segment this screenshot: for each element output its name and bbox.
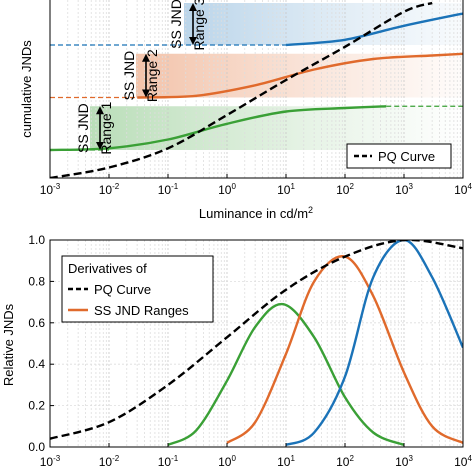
x-tick-base: 10 <box>395 183 409 197</box>
x-tick-label: 100 <box>218 182 236 197</box>
x-tick-label: 10-1 <box>158 454 179 469</box>
x-tick-base: 10 <box>99 455 113 469</box>
x-tick-label: 103 <box>395 454 413 469</box>
x-tick-base: 10 <box>40 455 54 469</box>
annotation-label: SS JND <box>168 0 184 49</box>
band-orange <box>136 53 463 98</box>
x-tick-exponent: 3 <box>408 182 413 191</box>
x-tick-label: 10-3 <box>40 454 61 469</box>
x-tick-label: 102 <box>336 454 354 469</box>
range-arrow-head-down <box>142 89 150 98</box>
range-arrow-head-down <box>189 37 197 45</box>
y-tick-label: 0.6 <box>28 316 45 330</box>
x-tick-label: 10-3 <box>40 182 61 197</box>
x-tick-label: 10-2 <box>99 182 120 197</box>
y-tick-label: 0.8 <box>28 274 45 288</box>
range-arrow-head-down <box>96 142 104 150</box>
x-tick-base: 10 <box>158 455 172 469</box>
x-tick-exponent: 2 <box>349 182 354 191</box>
x-tick-base: 10 <box>218 455 232 469</box>
annotation-label: SS JND <box>75 103 91 153</box>
annotation-sublabel: Range 1 <box>98 101 114 154</box>
series-line-pq <box>50 1 433 178</box>
plot-frame <box>49 239 464 448</box>
x-tick-base: 10 <box>336 455 350 469</box>
x-tick-label: 100 <box>218 454 236 469</box>
x-tick-label: 101 <box>277 182 295 197</box>
x-tick-label: 104 <box>454 454 472 469</box>
relative-jnd-chart: 0.00.20.40.60.81.0 10-3 10-2 10-1 100 101 102… <box>1 233 472 469</box>
y-tick-label: 1.0 <box>28 233 45 247</box>
x-tick-exponent: 1 <box>290 182 295 191</box>
series-line-orange <box>137 52 463 99</box>
cumulative-jnd-chart: SS JND Range 1SS JND Range 2SS JND Range 3 … <box>19 0 472 221</box>
annotation-range-1: SS JND Range 1 <box>75 101 114 154</box>
annotation-sublabel: Range 3 <box>191 0 207 50</box>
x-tick-base: 10 <box>336 183 350 197</box>
x-axis-label-main: Luminance in cd/m <box>199 206 308 221</box>
x-tick-base: 10 <box>99 183 113 197</box>
x-axis-label: Luminance in cd/m2 <box>199 205 313 221</box>
series-line-green <box>50 105 387 152</box>
x-axis-label-exp: 2 <box>308 205 313 215</box>
x-tick-label: 101 <box>277 454 295 469</box>
series-line-green <box>167 302 405 447</box>
x-tick-exponent: 4 <box>467 454 472 463</box>
x-tick-base: 10 <box>277 183 291 197</box>
x-tick-exponent: -2 <box>112 182 120 191</box>
series-line-blue <box>285 12 463 47</box>
x-tick-exponent: -1 <box>171 454 179 463</box>
x-tick-exponent: 0 <box>231 182 236 191</box>
x-tick-label: 103 <box>395 182 413 197</box>
x-tick-base: 10 <box>395 455 409 469</box>
legend-title: Derivatives of <box>68 261 147 276</box>
legend: PQ Curve <box>346 143 452 169</box>
annotation-range-2: SS JND Range 2 <box>121 49 160 102</box>
x-tick-label: 104 <box>454 182 472 197</box>
x-tick-label: 10-2 <box>99 454 120 469</box>
legend-label-pq: PQ Curve <box>94 282 151 297</box>
range-arrow-head-up <box>189 3 197 11</box>
legend-label-ss: SS JND Ranges <box>94 303 189 318</box>
x-tick-base: 10 <box>40 183 54 197</box>
annotation-sublabel: Range 2 <box>144 49 160 102</box>
x-tick-label: 102 <box>336 182 354 197</box>
y-tick-label: 0.0 <box>28 440 45 454</box>
x-tick-base: 10 <box>454 183 468 197</box>
x-tick-exponent: 3 <box>408 454 413 463</box>
y-tick-label: 0.4 <box>28 357 45 371</box>
series-line-pq <box>50 240 463 440</box>
x-tick-exponent: 2 <box>349 454 354 463</box>
x-tick-exponent: 0 <box>231 454 236 463</box>
y-tick-label: 0.2 <box>28 399 45 413</box>
x-tick-exponent: -2 <box>112 454 120 463</box>
range-arrow-head-up <box>96 106 104 115</box>
x-tick-base: 10 <box>158 183 172 197</box>
x-tick-exponent: 4 <box>467 182 472 191</box>
y-axis-label: Relative JNDs <box>1 303 16 386</box>
annotation-label: SS JND <box>121 51 137 101</box>
legend: Derivatives of PQ Curve SS JND Ranges <box>61 255 214 323</box>
series-line-blue <box>285 240 463 447</box>
x-tick-exponent: -3 <box>53 182 61 191</box>
x-tick-base: 10 <box>454 455 468 469</box>
x-tick-base: 10 <box>218 183 232 197</box>
range-arrow-head-up <box>142 53 150 62</box>
x-tick-label: 10-1 <box>158 182 179 197</box>
x-tick-exponent: -1 <box>171 182 179 191</box>
plot-frame <box>49 0 464 179</box>
x-tick-exponent: 1 <box>290 454 295 463</box>
x-tick-base: 10 <box>277 455 291 469</box>
band-blue <box>184 3 463 45</box>
y-axis-label: cumulative JNDs <box>19 40 34 138</box>
x-tick-exponent: -3 <box>53 454 61 463</box>
legend-label-pq: PQ Curve <box>378 149 435 164</box>
annotation-range-3: SS JND Range 3 <box>168 0 207 50</box>
